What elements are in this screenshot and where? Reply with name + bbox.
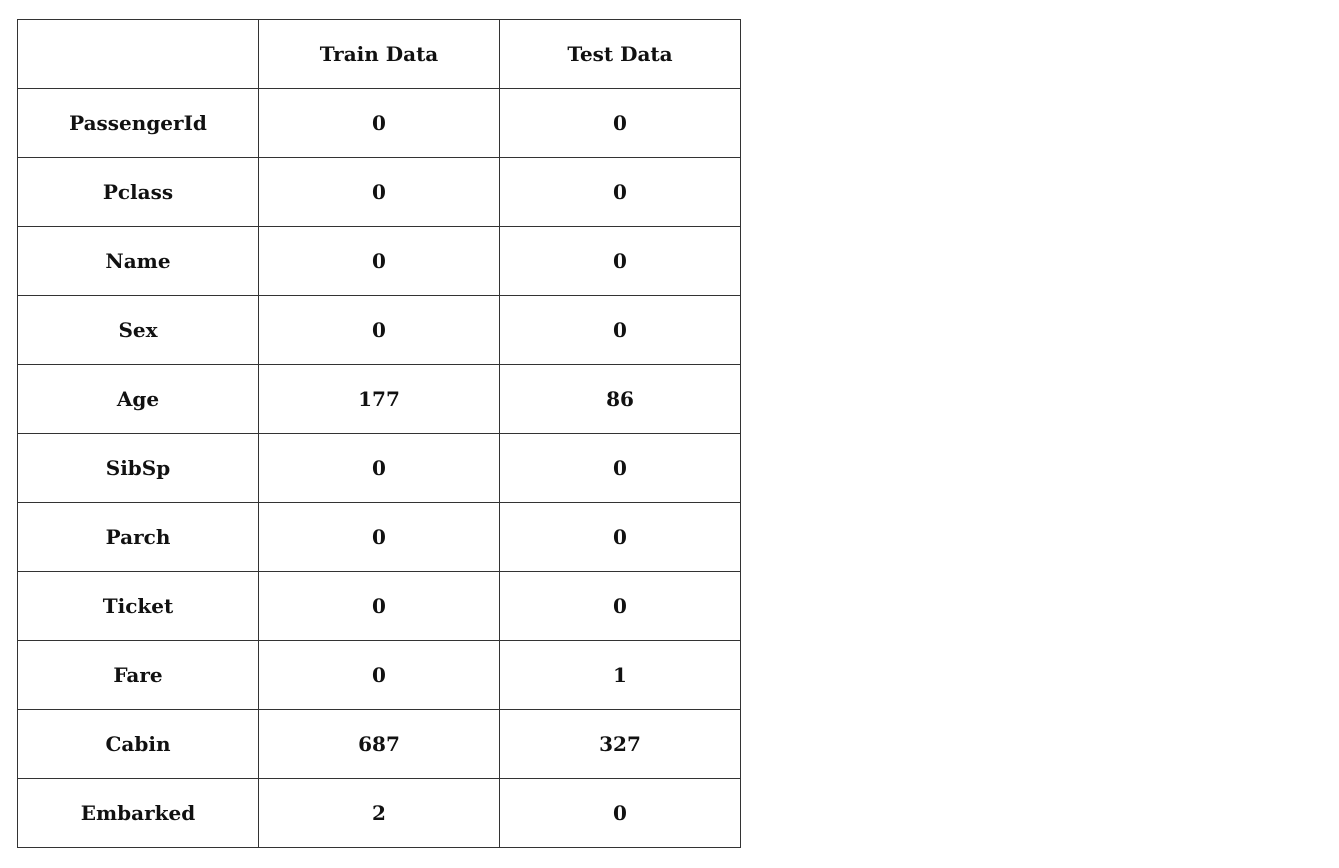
table-row: PassengerId 0 0: [17, 88, 741, 158]
row-label-cell: SibSp: [17, 433, 259, 503]
test-data-cell: 0: [499, 88, 741, 158]
train-data-cell: 2: [258, 778, 500, 848]
row-label-cell: Embarked: [17, 778, 259, 848]
table-row: Fare 0 1: [17, 640, 741, 710]
table-row: Embarked 2 0: [17, 778, 741, 848]
header-row: Train Data Test Data: [17, 19, 741, 89]
row-label-cell: Sex: [17, 295, 259, 365]
row-label-cell: Age: [17, 364, 259, 434]
train-data-cell: 0: [258, 433, 500, 503]
table-body: PassengerId 0 0 Pclass 0 0 Name 0 0 Sex 0 0 Age 177 86…: [17, 88, 741, 848]
train-data-cell: 0: [258, 88, 500, 158]
test-data-cell: 327: [499, 709, 741, 779]
train-data-cell: 687: [258, 709, 500, 779]
test-data-cell: 0: [499, 778, 741, 848]
row-label-cell: Fare: [17, 640, 259, 710]
header-cell-test-data: Test Data: [499, 19, 741, 89]
train-data-cell: 0: [258, 295, 500, 365]
test-data-cell: 0: [499, 433, 741, 503]
row-label-cell: Parch: [17, 502, 259, 572]
test-data-cell: 86: [499, 364, 741, 434]
table-row: Name 0 0: [17, 226, 741, 296]
test-data-cell: 1: [499, 640, 741, 710]
train-data-cell: 0: [258, 226, 500, 296]
row-label-cell: Name: [17, 226, 259, 296]
header-cell-train-data: Train Data: [258, 19, 500, 89]
table-row: Pclass 0 0: [17, 157, 741, 227]
test-data-cell: 0: [499, 295, 741, 365]
row-label-cell: Ticket: [17, 571, 259, 641]
table-row: SibSp 0 0: [17, 433, 741, 503]
row-label-cell: Cabin: [17, 709, 259, 779]
table-row: Sex 0 0: [17, 295, 741, 365]
missing-values-table: Train Data Test Data PassengerId 0 0 Pclass…: [17, 19, 741, 848]
train-data-cell: 0: [258, 640, 500, 710]
row-label-cell: PassengerId: [17, 88, 259, 158]
table-row: Cabin 687 327: [17, 709, 741, 779]
test-data-cell: 0: [499, 571, 741, 641]
train-data-cell: 177: [258, 364, 500, 434]
missing-values-table-container: Train Data Test Data PassengerId 0 0 Pclass…: [17, 19, 741, 848]
test-data-cell: 0: [499, 157, 741, 227]
header-cell-empty: [17, 19, 259, 89]
train-data-cell: 0: [258, 502, 500, 572]
table-row: Ticket 0 0: [17, 571, 741, 641]
test-data-cell: 0: [499, 502, 741, 572]
row-label-cell: Pclass: [17, 157, 259, 227]
train-data-cell: 0: [258, 571, 500, 641]
train-data-cell: 0: [258, 157, 500, 227]
table-row: Parch 0 0: [17, 502, 741, 572]
test-data-cell: 0: [499, 226, 741, 296]
table-row: Age 177 86: [17, 364, 741, 434]
